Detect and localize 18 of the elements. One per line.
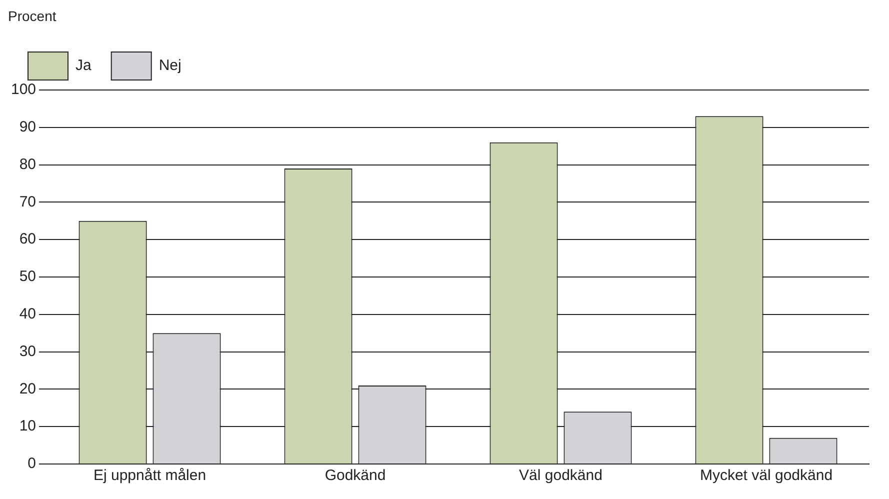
y-tick-label: 80 [19, 156, 36, 173]
y-tick-label: 50 [19, 268, 36, 286]
y-tick-label: 70 [19, 193, 36, 210]
y-tick-label: 0 [28, 455, 36, 472]
legend-label: Nej [158, 57, 182, 74]
x-tick-label: Ej uppnått målen [93, 467, 206, 484]
y-tick-label: 30 [19, 342, 36, 360]
y-tick-label: 20 [19, 380, 36, 398]
x-tick-label: Godkänd [324, 467, 386, 484]
y-tick-label: 10 [19, 418, 36, 435]
y-tick-label: 90 [19, 118, 36, 136]
x-tick-label: Väl godkänd [519, 467, 602, 484]
y-tick-label: 100 [10, 81, 36, 98]
x-tick-label: Mycket väl godkänd [700, 467, 833, 484]
y-tick-label: 60 [19, 230, 36, 248]
y-tick-label: 40 [19, 306, 36, 323]
legend-label: Ja [76, 57, 92, 74]
y-axis-title: Procent [8, 8, 58, 26]
